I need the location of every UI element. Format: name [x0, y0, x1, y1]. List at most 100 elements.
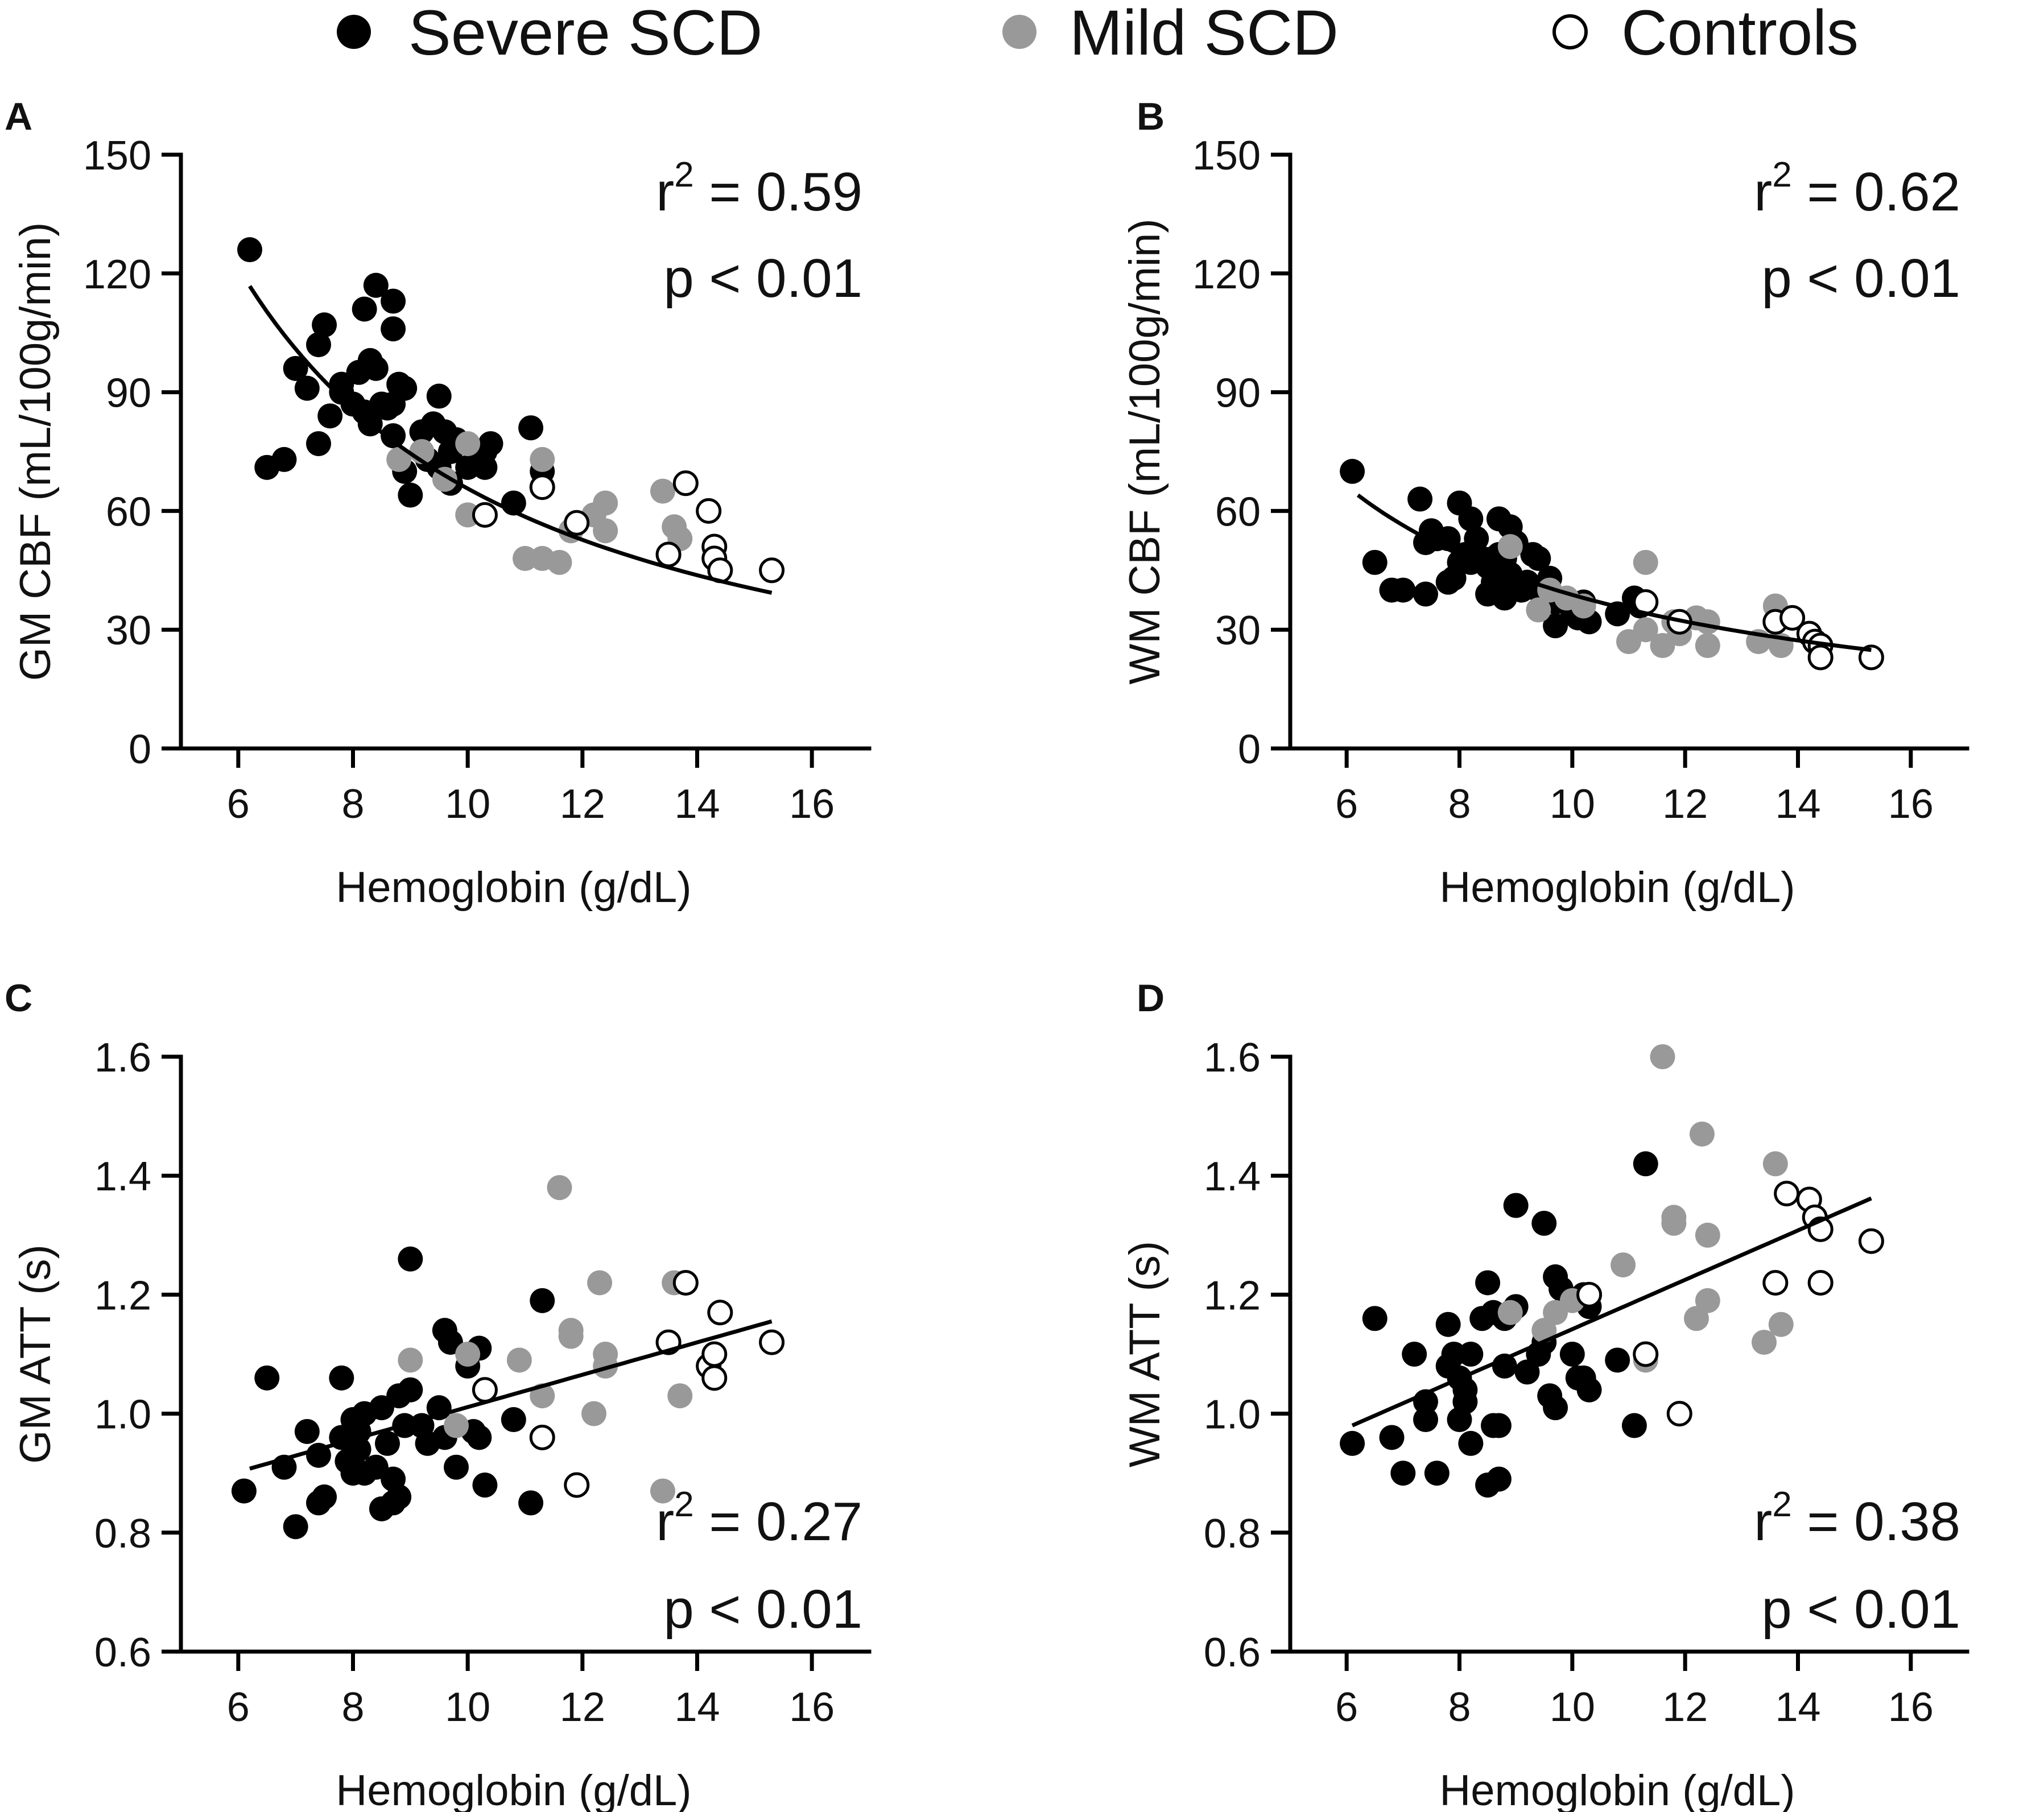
- panel-c-y-tick-label: 0.8: [94, 1511, 151, 1557]
- legend-label-severe: Severe SCD: [408, 0, 762, 68]
- point-severe: [1340, 458, 1365, 484]
- point-mild: [386, 446, 412, 472]
- panel-c-x-tick-label: 8: [341, 1685, 364, 1730]
- point-severe: [1458, 1342, 1484, 1367]
- point-severe: [1576, 1377, 1602, 1403]
- legend-label-controls: Controls: [1621, 0, 1859, 68]
- panel-b-y-tick-label: 150: [1192, 133, 1261, 179]
- point-severe: [283, 1514, 308, 1540]
- panel-d-y-tick-label: 1.2: [1204, 1273, 1261, 1318]
- point-severe: [386, 1484, 412, 1510]
- panel-d-y-axis-title: WM ATT (s): [1121, 1241, 1169, 1467]
- point-controls: [1807, 1269, 1834, 1296]
- panel-b-fit-line: [1356, 493, 1872, 652]
- point-controls: [1779, 605, 1806, 631]
- point-controls: [672, 1269, 699, 1296]
- panel-c-x-axis-title: Hemoglobin (g/dL): [336, 1767, 691, 1812]
- point-mild: [547, 1175, 572, 1201]
- panel-b-p-value: p < 0.01: [1761, 248, 1960, 309]
- panel-a-points: [237, 237, 785, 584]
- point-controls: [759, 1329, 785, 1355]
- point-severe: [312, 1484, 337, 1510]
- point-severe: [352, 296, 377, 322]
- panel-c-r-squared: r2 = 0.27: [656, 1485, 862, 1552]
- panel-d-fit-line: [1351, 1196, 1872, 1428]
- panel-d-x-tick-label: 12: [1662, 1685, 1708, 1730]
- point-severe: [398, 1377, 423, 1403]
- point-mild: [455, 431, 481, 457]
- legend-marker-controls: [1552, 14, 1588, 49]
- panel-a-y-tick-label: 120: [83, 252, 151, 297]
- panel-b-y-axis-title: WM CBF (mL/100g/min): [1121, 218, 1169, 684]
- point-severe: [329, 1365, 354, 1391]
- panel-d-r-squared: r2 = 0.38: [1754, 1485, 1960, 1552]
- point-severe: [1362, 549, 1388, 575]
- legend: Severe SCD Mild SCD Controls: [337, 0, 1859, 68]
- panel-d-x-axis-title: Hemoglobin (g/dL): [1439, 1767, 1795, 1812]
- point-mild: [587, 1270, 613, 1296]
- panel-a-p-value: p < 0.01: [663, 248, 862, 309]
- panel-c-x-tick-label: 16: [789, 1685, 835, 1730]
- panel-c: C 0.6 0.8 1.0 1.2 1.4 1.6 6 8 10 12 14 16 Hemoglobin …: [5, 977, 872, 1812]
- panel-a-r-squared: r2 = 0.59: [656, 155, 862, 222]
- point-controls: [529, 474, 555, 500]
- point-severe: [398, 1246, 423, 1272]
- point-mild: [506, 1347, 532, 1373]
- panel-a-y-tick-label: 30: [106, 608, 151, 653]
- point-severe: [1390, 1461, 1416, 1486]
- panel-a-y-tick-label: 90: [106, 371, 151, 416]
- panel-b-y-tick-label: 30: [1215, 608, 1261, 653]
- panel-b-letter: B: [1137, 95, 1165, 138]
- point-mild: [1689, 1121, 1715, 1147]
- point-severe: [1413, 1407, 1438, 1433]
- point-severe: [1458, 1430, 1484, 1456]
- panel-a-y-tick-label: 60: [106, 489, 151, 535]
- point-mild: [1661, 1205, 1687, 1230]
- panel-c-y-tick-label: 1.2: [94, 1273, 151, 1318]
- point-controls: [759, 557, 785, 584]
- point-mild: [1611, 1252, 1636, 1278]
- point-controls: [1762, 1269, 1789, 1296]
- panel-b-x-axis-title: Hemoglobin (g/dL): [1439, 863, 1795, 912]
- point-severe: [1486, 1413, 1512, 1438]
- point-severe: [306, 332, 331, 358]
- point-mild: [513, 545, 538, 571]
- point-severe: [1424, 1461, 1450, 1486]
- point-severe: [1605, 1347, 1630, 1373]
- point-severe: [1475, 1270, 1501, 1296]
- point-controls: [655, 541, 682, 568]
- panel-d-letter: D: [1137, 977, 1165, 1020]
- point-severe: [363, 355, 389, 381]
- point-mild: [1695, 633, 1720, 659]
- point-severe: [1503, 1193, 1529, 1218]
- panel-d-x-tick-label: 16: [1888, 1685, 1934, 1730]
- legend-marker-mild: [1002, 15, 1037, 49]
- point-severe: [466, 1425, 492, 1450]
- panel-c-letter: C: [5, 977, 32, 1020]
- point-controls: [1576, 1281, 1603, 1308]
- panel-a-y-axis-title: GM CBF (mL/100g/min): [11, 222, 60, 681]
- point-severe: [1543, 613, 1568, 639]
- point-severe: [518, 415, 544, 441]
- panel-b-x-tick-label: 8: [1448, 781, 1471, 827]
- point-mild: [650, 478, 675, 504]
- panel-c-y-tick-label: 1.0: [94, 1392, 151, 1438]
- point-controls: [1858, 1228, 1884, 1254]
- panel-c-x-tick-label: 10: [445, 1685, 490, 1730]
- panel-c-fit-line: [249, 1319, 773, 1471]
- panel-a-y-tick-label: 150: [83, 133, 151, 179]
- point-mild: [650, 1478, 675, 1504]
- point-severe: [1407, 486, 1433, 512]
- point-severe: [1486, 1466, 1512, 1492]
- point-severe: [1526, 545, 1551, 571]
- point-controls: [472, 502, 498, 528]
- point-controls: [701, 1341, 728, 1367]
- panel-b-x-tick-label: 6: [1335, 781, 1358, 827]
- legend-item-severe: Severe SCD: [337, 0, 762, 68]
- point-severe: [312, 312, 337, 338]
- point-controls: [707, 1300, 733, 1326]
- point-severe: [1390, 577, 1416, 603]
- panel-d-x-tick-label: 10: [1550, 1685, 1595, 1730]
